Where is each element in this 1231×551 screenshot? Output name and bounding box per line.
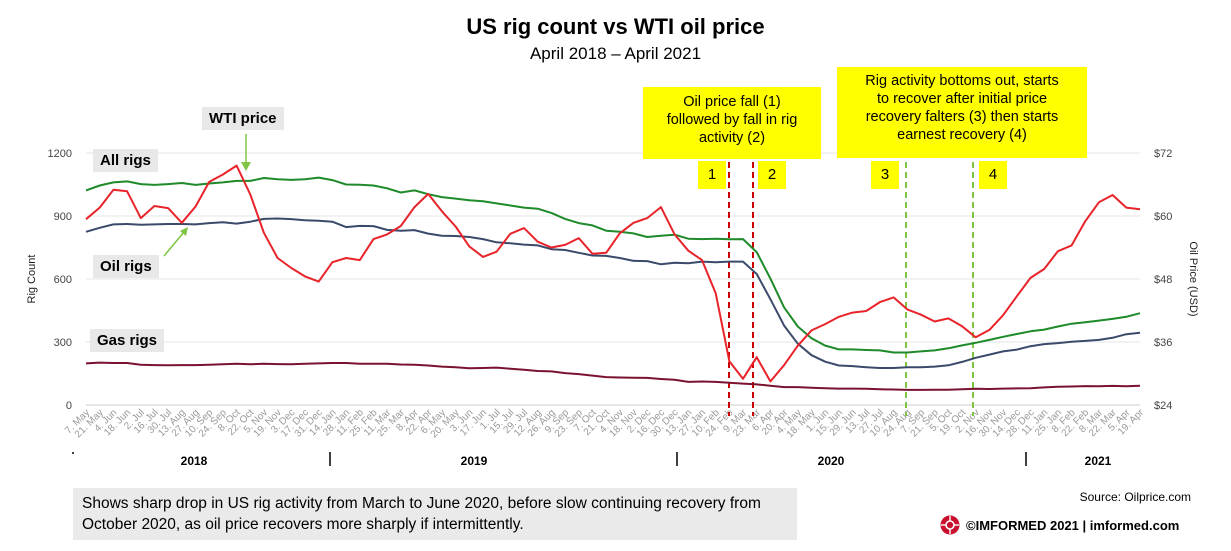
brand-footer: ©IMFORMED 2021 | imformed.com xyxy=(940,515,1179,535)
marker-2-label: 2 xyxy=(758,161,786,189)
year-label: 2020 xyxy=(818,454,845,468)
marker-1-label: 1 xyxy=(698,161,726,189)
year-label: 2021 xyxy=(1085,454,1112,468)
oil-rigs-pointer-line xyxy=(163,231,185,257)
y2-tick-label: $48 xyxy=(1154,274,1172,286)
all-rigs-label: All rigs xyxy=(93,149,158,172)
y-tick-label: 0 xyxy=(66,400,72,412)
wti-pointer-arrowhead xyxy=(241,162,251,171)
annotation-line: Rig activity bottoms out, starts xyxy=(865,73,1059,89)
year-label: 2018 xyxy=(181,454,208,468)
y2-axis-title: Oil Price (USD) xyxy=(1187,241,1199,316)
wti-price-label: WTI price xyxy=(202,107,284,130)
imformed-logo-icon xyxy=(940,515,960,535)
oil-rigs-label: Oil rigs xyxy=(93,255,159,278)
gas-rigs-line xyxy=(85,361,1141,391)
chart-subtitle: April 2018 – April 2021 xyxy=(529,44,702,63)
oil-rigs-line xyxy=(85,217,1141,369)
annotation-line: to recover after initial price xyxy=(876,91,1048,107)
marker-3-label: 3 xyxy=(871,161,899,189)
gas-rigs-label: Gas rigs xyxy=(90,329,165,352)
source-credit: Source: Oilprice.com xyxy=(1079,490,1191,504)
annotation-box-price-fall: Oil price fall (1) followed by fall in r… xyxy=(643,87,821,159)
brand-text: ©IMFORMED 2021 | imformed.com xyxy=(966,517,1180,533)
y-tick-label: 600 xyxy=(54,274,72,286)
oil-rigs-pointer-arrowhead xyxy=(180,227,188,236)
annotation-line: earnest recovery (4) xyxy=(897,127,1027,143)
y-tick-label: 900 xyxy=(54,211,72,223)
y2-tick-label: $24 xyxy=(1154,400,1172,412)
chart-title: US rig count vs WTI oil price xyxy=(466,14,765,39)
y-tick-label: 1200 xyxy=(48,148,72,160)
annotation-box-recovery: Rig activity bottoms out, starts to reco… xyxy=(837,67,1087,158)
marker-4-label: 4 xyxy=(979,161,1007,189)
y2-tick-label: $72 xyxy=(1154,148,1172,160)
annotation-line: followed by fall in rig xyxy=(666,112,798,128)
annotation-line: activity (2) xyxy=(698,130,766,146)
y-axis-title: Rig Count xyxy=(26,255,38,304)
wti-price-line xyxy=(85,164,1141,383)
y2-tick-label: $36 xyxy=(1154,337,1172,349)
annotation-line: recovery falters (3) then starts xyxy=(865,109,1059,125)
all-rigs-line xyxy=(85,176,1141,354)
annotation-line: Oil price fall (1) xyxy=(683,94,781,110)
summary-note: Shows sharp drop in US rig activity from… xyxy=(73,488,797,540)
y2-tick-label: $60 xyxy=(1154,211,1172,223)
year-label: 2019 xyxy=(461,454,488,468)
y-tick-label: 300 xyxy=(54,337,72,349)
